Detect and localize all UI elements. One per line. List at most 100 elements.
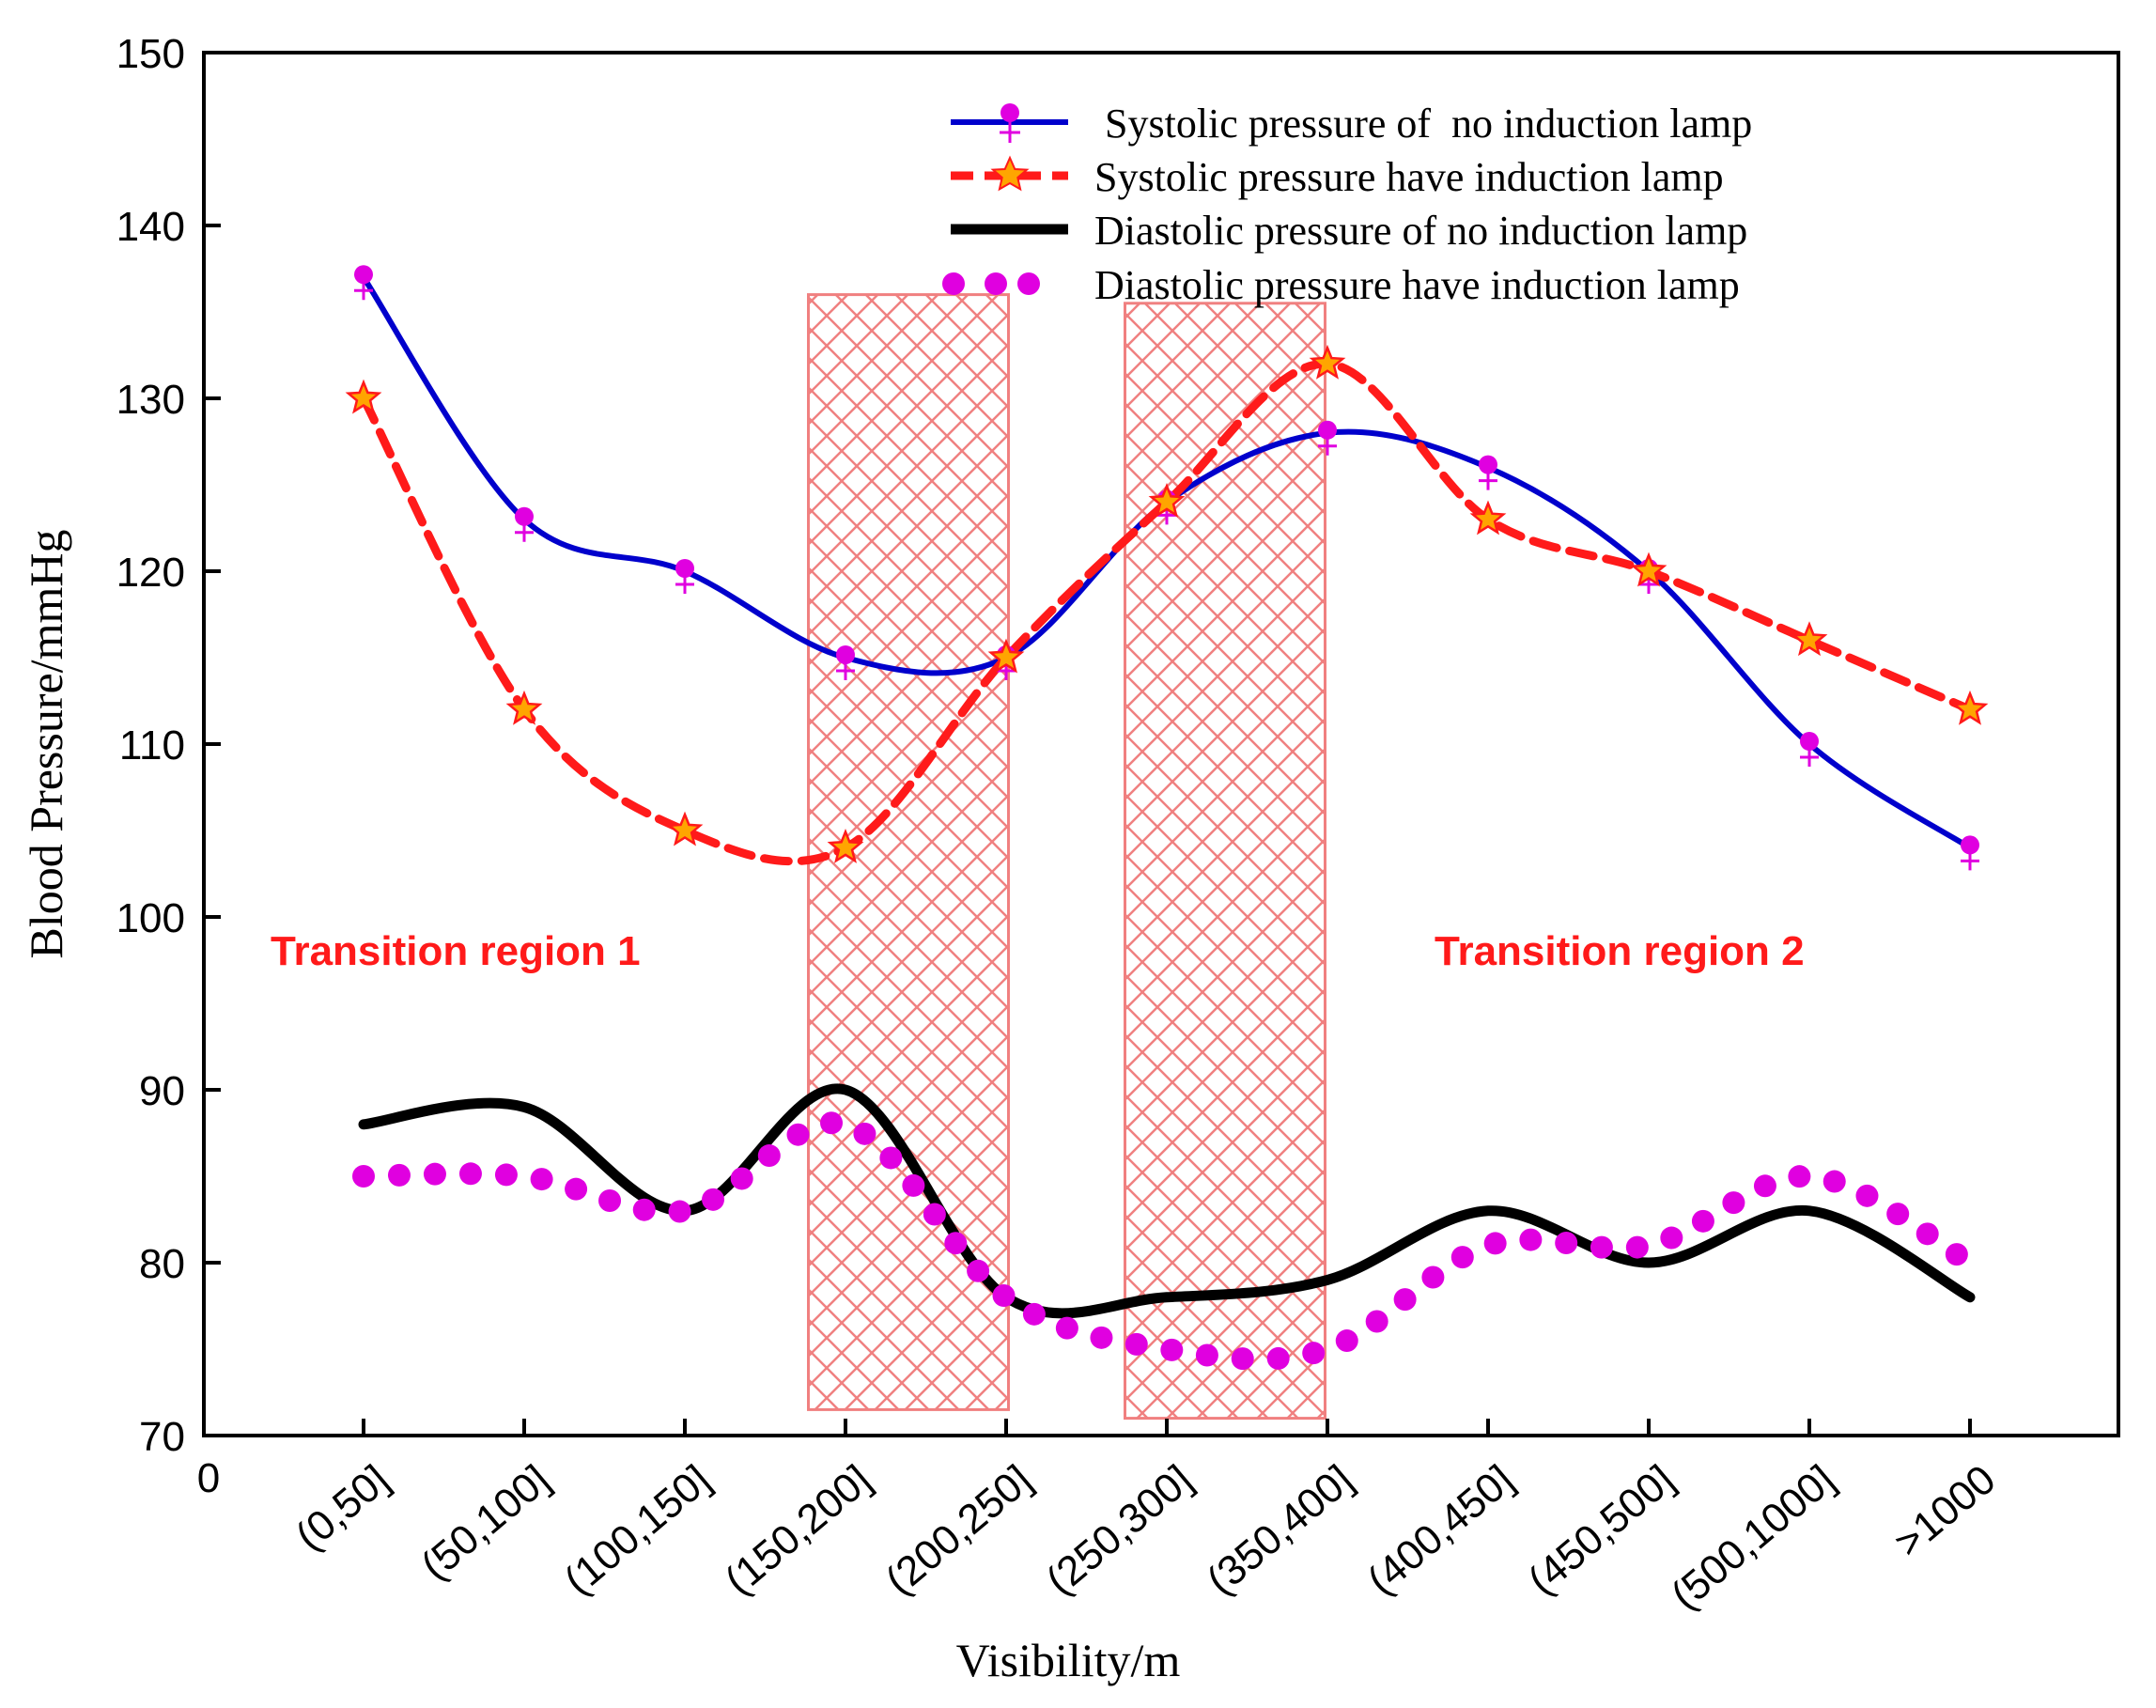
shaded-regions [807, 293, 1326, 1421]
diastolic-lamp-dot [598, 1188, 622, 1212]
systolic-no-lamp-plus [1318, 436, 1337, 456]
systolic-no-lamp-point [1961, 835, 1979, 855]
y-tick-label: 120 [116, 550, 185, 596]
diastolic-lamp-dot [1302, 1342, 1326, 1365]
x-tick-label: (500,1000] [1663, 1456, 1844, 1619]
diastolic-lamp-dot [1722, 1191, 1745, 1215]
y-axis-title: Blood Pressure/mmHg [20, 530, 72, 959]
diastolic-lamp-dot [632, 1198, 656, 1221]
systolic-lamp-star [1951, 690, 1989, 725]
diastolic-lamp-dot [1055, 1316, 1078, 1340]
legend-label-diastolic-lamp: Diastolic pressure have induction lamp [1094, 262, 1740, 308]
systolic-no-lamp-point [354, 265, 373, 285]
y-tick-label: 90 [139, 1068, 185, 1114]
diastolic-lamp-dot [1886, 1203, 1910, 1226]
diastolic-lamp-dot [1365, 1310, 1388, 1333]
systolic-lamp-star [666, 811, 704, 846]
diastolic-lamp-dot [1823, 1170, 1846, 1193]
legend-entry-systolic-lamp: Systolic pressure have induction lamp [951, 154, 1724, 200]
systolic-no-lamp-point [836, 645, 855, 664]
x-tick-label: >1000 [1885, 1456, 2004, 1566]
systolic-lamp-star [1469, 500, 1507, 536]
diastolic-lamp-dot [923, 1203, 946, 1226]
legend-entry-diastolic-no-lamp: Diastolic pressure of no induction lamp [951, 208, 1747, 254]
systolic-no-lamp-plus [1961, 851, 1979, 871]
y-tick-label: 140 [116, 204, 185, 250]
diastolic-lamp-dot [757, 1144, 781, 1168]
systolic-lamp-star [345, 379, 382, 414]
diastolic-lamp-dot [565, 1177, 588, 1201]
systolic-lamp-star [827, 829, 864, 863]
systolic-no-lamp-point [1800, 732, 1819, 751]
diastolic-lamp-dot [944, 1232, 968, 1255]
x-origin-label: 0 [197, 1455, 220, 1501]
transition-region-2 [1124, 302, 1326, 1421]
diastolic-lamp-dot [1753, 1174, 1776, 1198]
diastolic-lamp-dot [1788, 1165, 1811, 1188]
diastolic-lamp-dot [1195, 1343, 1218, 1367]
diastolic-lamp-dot [1090, 1326, 1113, 1349]
diastolic-lamp-dot [1483, 1232, 1507, 1255]
x-tick-label: (400,450] [1358, 1456, 1522, 1604]
diastolic-lamp-dot [1555, 1231, 1578, 1254]
diastolic-lamp-dot [1916, 1222, 1939, 1246]
systolic-no-lamp-point [515, 506, 534, 526]
y-tick-label: 80 [139, 1241, 185, 1287]
systolic-no-lamp-point [1479, 455, 1497, 474]
diastolic-lamp-dot [1231, 1347, 1254, 1371]
systolic-lamp-star [1309, 344, 1346, 380]
x-tick-label: (350,400] [1198, 1456, 1361, 1604]
x-tick-label: (100,150] [555, 1456, 719, 1604]
legend-label-systolic-lamp: Systolic pressure have induction lamp [1094, 154, 1724, 200]
series-line-2 [359, 359, 1975, 866]
diastolic-lamp-dot [1335, 1329, 1358, 1353]
diastolic-lamp-dot [1393, 1288, 1417, 1312]
series-markers [345, 265, 1989, 1371]
diastolic-lamp-dot [853, 1122, 876, 1145]
y-tick-label: 70 [139, 1414, 185, 1460]
diastolic-lamp-dot [1691, 1209, 1714, 1233]
x-tick-label: (450,500] [1519, 1456, 1683, 1604]
systolic-no-lamp-point [675, 559, 694, 578]
y-tick-label: 110 [119, 722, 185, 769]
diastolic-lamp-dot [730, 1167, 753, 1190]
diastolic-lamp-dot [1266, 1346, 1290, 1370]
diastolic-lamp-dot [702, 1188, 725, 1211]
transition-region-1-label: Transition region 1 [271, 928, 641, 974]
systolic-no-lamp-plus [675, 575, 694, 594]
diastolic-lamp-dot [1945, 1243, 1968, 1266]
transition-region-2-label: Transition region 2 [1435, 928, 1805, 974]
legend-label-systolic-no-lamp: Systolic pressure of no induction lamp [1094, 101, 1752, 147]
diastolic-lamp-dot [879, 1146, 903, 1170]
systolic-lamp-star [505, 690, 543, 725]
legend-label-diastolic-no-lamp: Diastolic pressure of no induction lamp [1094, 208, 1747, 254]
diastolic-lamp-dot [494, 1163, 518, 1187]
diastolic-lamp-dot [1022, 1302, 1046, 1326]
systolic-no-lamp-plus [1479, 471, 1497, 490]
series-lines [358, 274, 1976, 1319]
diastolic-lamp-dot [820, 1111, 844, 1135]
x-axis-title: Visibility/m [956, 1634, 1181, 1686]
y-tick-label: 100 [116, 895, 185, 941]
diastolic-lamp-dot [992, 1284, 1016, 1308]
diastolic-lamp-dot [1590, 1235, 1613, 1259]
diastolic-lamp-dot [1125, 1332, 1148, 1356]
systolic-lamp-star [1148, 483, 1186, 518]
diastolic-lamp-dot [1450, 1246, 1474, 1269]
diastolic-lamp-dot [902, 1173, 925, 1197]
systolic-no-lamp-point [1318, 420, 1337, 440]
systolic-no-lamp-plus [515, 522, 534, 542]
diastolic-lamp-dot [423, 1162, 446, 1186]
series-line-3 [358, 1083, 1976, 1319]
diastolic-lamp-dot [967, 1259, 990, 1282]
x-tick-label: (50,100] [412, 1456, 558, 1589]
systolic-lamp-star [1791, 621, 1828, 657]
diastolic-lamp-dot [786, 1123, 810, 1146]
diastolic-lamp-dot [1660, 1226, 1683, 1250]
x-tick-label: (0,50] [287, 1456, 398, 1560]
x-tick-label: (200,250] [876, 1456, 1040, 1604]
y-tick-label: 150 [116, 31, 185, 77]
x-tick-label: (150,200] [716, 1456, 879, 1604]
diastolic-lamp-dot [352, 1165, 375, 1188]
